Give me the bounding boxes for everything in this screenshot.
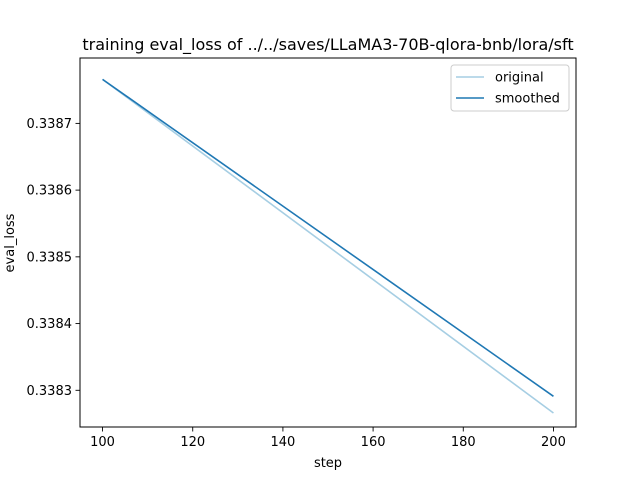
y-tick-label: 0.3384 xyxy=(27,317,73,332)
legend: original smoothed xyxy=(450,64,570,112)
y-axis-label: eval_loss xyxy=(3,213,18,272)
x-tick-label: 140 xyxy=(270,435,295,450)
y-tick-label: 0.3385 xyxy=(27,250,73,265)
legend-items: original smoothed xyxy=(456,71,560,107)
x-tick-label: 200 xyxy=(541,435,566,450)
plot-area xyxy=(79,57,577,428)
x-tick-label: 100 xyxy=(90,435,115,450)
x-axis-ticks: 100 120 140 160 180 200 xyxy=(90,427,566,450)
y-tick-label: 0.3386 xyxy=(27,184,73,199)
series-layer xyxy=(102,78,554,414)
series-line-original xyxy=(102,78,554,414)
series-line-smoothed xyxy=(102,78,554,397)
x-axis-label: step xyxy=(314,456,342,471)
x-tick-label: 160 xyxy=(361,435,386,450)
y-tick-label: 0.3387 xyxy=(27,117,73,132)
x-tick-label: 180 xyxy=(451,435,476,450)
y-axis-ticks: 0.3383 0.3384 0.3385 0.3386 0.3387 xyxy=(27,117,80,399)
y-tick-label: 0.3383 xyxy=(27,384,73,399)
x-tick-label: 120 xyxy=(180,435,205,450)
legend-label-original: original xyxy=(495,71,544,86)
axes-frame xyxy=(79,57,577,428)
legend-label-smoothed: smoothed xyxy=(495,92,560,107)
chart-title: training eval_loss of ../../saves/LLaMA3… xyxy=(82,35,573,55)
